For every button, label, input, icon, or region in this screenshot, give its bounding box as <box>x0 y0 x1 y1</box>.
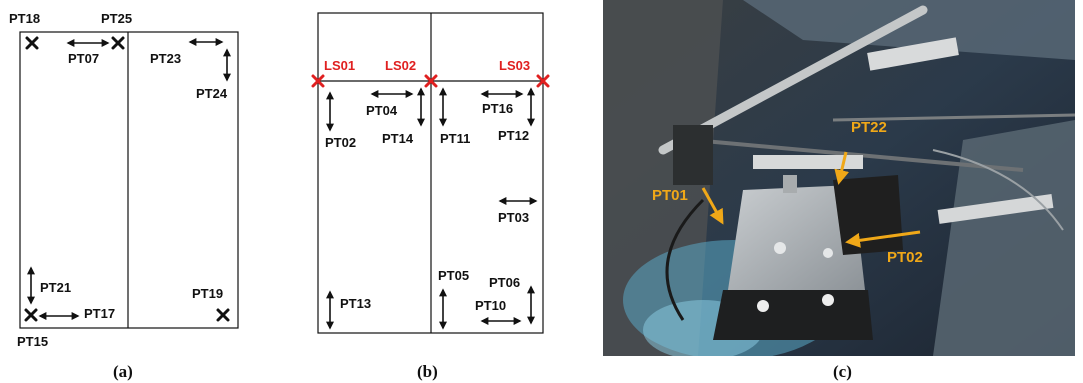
panel-b: LS01 LS02 LS03 PT04 PT16 PT02 PT14 PT11 … <box>311 12 550 381</box>
label-pt16: PT16 <box>482 101 513 116</box>
label-pt10: PT10 <box>475 298 506 313</box>
arrow-photo-pt01 <box>701 187 724 225</box>
arrow-photo-pt02 <box>845 230 921 248</box>
label-pt03: PT03 <box>498 210 529 225</box>
panel-a: PT18 PT25 PT07 PT23 PT24 PT21 PT17 PT19 … <box>9 11 239 381</box>
label-pt24: PT24 <box>196 86 228 101</box>
x-marker-pt15 <box>24 308 38 322</box>
label-pt21: PT21 <box>40 280 71 295</box>
x-marker-pt19 <box>216 308 230 322</box>
photo-label-pt01: PT01 <box>652 187 688 204</box>
laser-marker-ls01 <box>311 74 325 88</box>
label-pt15: PT15 <box>17 334 48 349</box>
arrow-photo-pt22 <box>834 151 850 185</box>
photo-label-pt22: PT22 <box>851 119 887 136</box>
label-pt06: PT06 <box>489 275 520 290</box>
caption-a: (a) <box>113 362 133 381</box>
x-marker-pt18 <box>25 36 39 50</box>
caption-b: (b) <box>417 362 438 381</box>
label-pt18: PT18 <box>9 11 40 26</box>
panel-a-outline <box>19 31 239 329</box>
label-pt17: PT17 <box>84 306 115 321</box>
label-ls01: LS01 <box>324 58 355 73</box>
label-pt23: PT23 <box>150 51 181 66</box>
label-ls03: LS03 <box>499 58 530 73</box>
label-pt11: PT11 <box>440 131 470 146</box>
label-pt02: PT02 <box>325 135 356 150</box>
laser-marker-ls02 <box>424 74 438 88</box>
photo-label-pt02: PT02 <box>887 249 923 266</box>
label-pt05: PT05 <box>438 268 469 283</box>
label-pt07: PT07 <box>68 51 99 66</box>
label-ls02: LS02 <box>385 58 416 73</box>
label-pt12: PT12 <box>498 128 529 143</box>
caption-c: (c) <box>833 362 852 381</box>
label-pt14: PT14 <box>382 131 414 146</box>
label-pt04: PT04 <box>366 103 398 118</box>
panel-c: PT22 PT01 PT02 (c) <box>603 0 1075 381</box>
label-pt25: PT25 <box>101 11 132 26</box>
x-marker-pt25 <box>111 36 125 50</box>
label-pt19: PT19 <box>192 286 223 301</box>
laser-marker-ls03 <box>536 74 550 88</box>
label-pt13: PT13 <box>340 296 371 311</box>
